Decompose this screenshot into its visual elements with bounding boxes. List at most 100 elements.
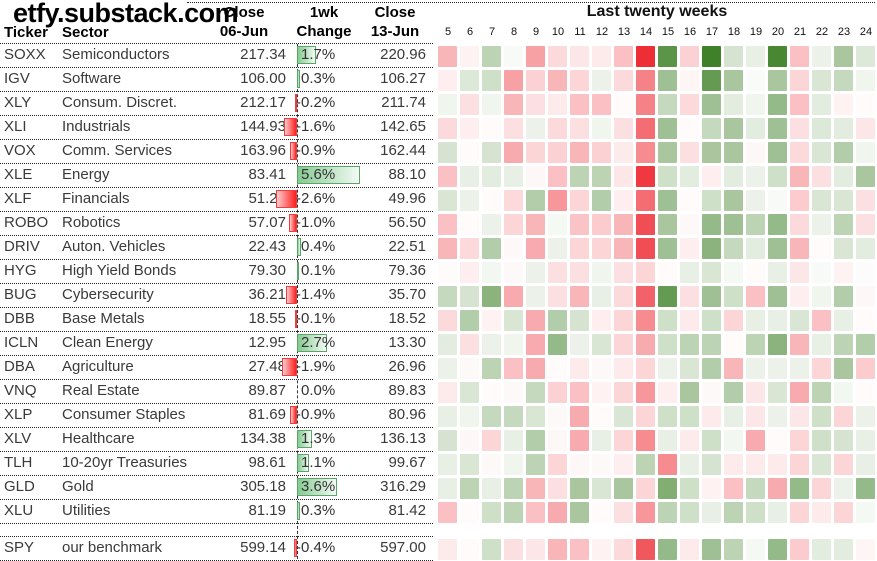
heatmap-cell-slot xyxy=(613,308,635,332)
close-13jun-cell: 26.96 xyxy=(388,358,426,375)
heatmap-cell xyxy=(614,429,633,451)
heatmap-cell xyxy=(768,405,787,427)
heatmap-cell xyxy=(570,405,589,427)
heatmap-cell-slot xyxy=(459,537,481,561)
heatmap-cell xyxy=(570,93,589,115)
heatmap-cell-slot xyxy=(437,428,459,452)
heatmap-cell xyxy=(856,381,875,403)
change-cell: -0.2% xyxy=(287,92,360,115)
change-percent-label: -0.2% xyxy=(296,94,336,111)
negative-change-bar xyxy=(284,118,297,136)
heatmap-cell-slot xyxy=(789,380,811,404)
change-cell: -1.6% xyxy=(284,116,360,139)
close-06jun-cell: 217.34 xyxy=(240,46,286,63)
close-06jun-cell: 212.17 xyxy=(240,94,286,111)
heatmap-cell-slot xyxy=(569,404,591,428)
heatmap-cell-slot xyxy=(569,356,591,380)
heatmap-cell-slot xyxy=(701,116,723,140)
heatmap-cell-slot xyxy=(701,68,723,92)
close-13jun-cell: 81.42 xyxy=(388,502,426,519)
heatmap-cell xyxy=(834,141,853,163)
heatmap-cell-slot xyxy=(437,476,459,500)
heatmap-cell-slot xyxy=(855,68,877,92)
close-06jun-cell: 22.43 xyxy=(248,238,286,255)
positive-change-bar xyxy=(297,502,301,520)
heatmap-cell xyxy=(614,477,633,499)
heatmap-cell xyxy=(526,189,545,211)
heatmap-cell xyxy=(636,189,655,211)
heatmap-cell xyxy=(746,237,765,259)
close-06jun-cell: 89.87 xyxy=(248,382,286,399)
heatmap-cell-slot xyxy=(503,332,525,356)
heatmap-cell xyxy=(658,357,677,379)
sector-cell: Consum. Discret. xyxy=(62,94,178,111)
heatmap-row xyxy=(437,92,877,116)
ticker-cell: DBA xyxy=(4,358,35,375)
heatmap-cell-slot xyxy=(547,284,569,308)
heatmap-cell xyxy=(526,381,545,403)
heatmap-cell xyxy=(526,285,545,307)
heatmap-cell xyxy=(812,477,831,499)
heatmap-cell xyxy=(636,477,655,499)
heatmap-cell-slot xyxy=(657,236,679,260)
heatmap-cell xyxy=(504,538,523,560)
week-label: 14 xyxy=(639,26,653,38)
heatmap-cell-slot xyxy=(481,140,503,164)
heatmap-cell-slot xyxy=(855,476,877,500)
heatmap-cell-slot xyxy=(723,308,745,332)
heatmap-cell xyxy=(724,405,743,427)
heatmap-cell xyxy=(658,261,677,283)
heatmap-cell xyxy=(460,453,479,475)
heatmap-cell-slot xyxy=(855,404,877,428)
sector-cell: Clean Energy xyxy=(62,334,153,351)
heatmap-cell-slot xyxy=(503,188,525,212)
heatmap-cell-slot xyxy=(723,476,745,500)
heatmap-cell-slot xyxy=(635,212,657,236)
heatmap-cell-slot xyxy=(657,68,679,92)
heatmap-cell-slot xyxy=(767,452,789,476)
heatmap-row xyxy=(437,188,877,212)
heatmap-cell-slot xyxy=(767,92,789,116)
close-13jun-cell: 597.00 xyxy=(380,539,426,556)
heatmap-row xyxy=(437,452,877,476)
heatmap-cell-slot xyxy=(723,428,745,452)
negative-change-bar xyxy=(293,539,297,557)
heatmap-cell xyxy=(724,237,743,259)
change-percent-label: 1.1% xyxy=(301,454,336,471)
heatmap-cell xyxy=(592,309,611,331)
heatmap-cell xyxy=(460,261,479,283)
heatmap-cell-slot xyxy=(833,284,855,308)
close-06jun-cell: 305.18 xyxy=(240,478,286,495)
heatmap-cell xyxy=(768,117,787,139)
heatmap-cell-slot xyxy=(855,92,877,116)
heatmap-cell-slot xyxy=(745,284,767,308)
heatmap-cell-slot xyxy=(789,212,811,236)
heatmap-cell xyxy=(790,93,809,115)
heatmap-cell xyxy=(548,309,567,331)
change-percent-label: -1.6% xyxy=(296,118,336,135)
heatmap-cell xyxy=(614,237,633,259)
heatmap-cell xyxy=(460,141,479,163)
heatmap-cell xyxy=(812,165,831,187)
heatmap-cell xyxy=(702,429,721,451)
negative-change-bar xyxy=(281,358,297,376)
heatmap-cell-slot xyxy=(723,356,745,380)
heatmap-cell-slot xyxy=(767,500,789,524)
heatmap-cell xyxy=(570,309,589,331)
heatmap-cell-slot xyxy=(723,260,745,284)
heatmap-cell-slot xyxy=(481,476,503,500)
change-cell: 5.6% xyxy=(287,164,360,187)
heatmap-cell xyxy=(856,237,875,259)
heatmap-cell-slot xyxy=(547,260,569,284)
heatmap-row xyxy=(437,236,877,260)
heatmap-cell xyxy=(438,189,457,211)
heatmap-cell-slot xyxy=(459,452,481,476)
heatmap-cell xyxy=(680,477,699,499)
heatmap-cell-slot xyxy=(503,164,525,188)
heatmap-cell-slot xyxy=(789,308,811,332)
heatmap-cell xyxy=(724,213,743,235)
heatmap-cell-slot xyxy=(459,44,481,68)
heatmap-cell-slot xyxy=(613,452,635,476)
negative-change-bar xyxy=(289,406,297,424)
heatmap-cell-slot xyxy=(855,284,877,308)
